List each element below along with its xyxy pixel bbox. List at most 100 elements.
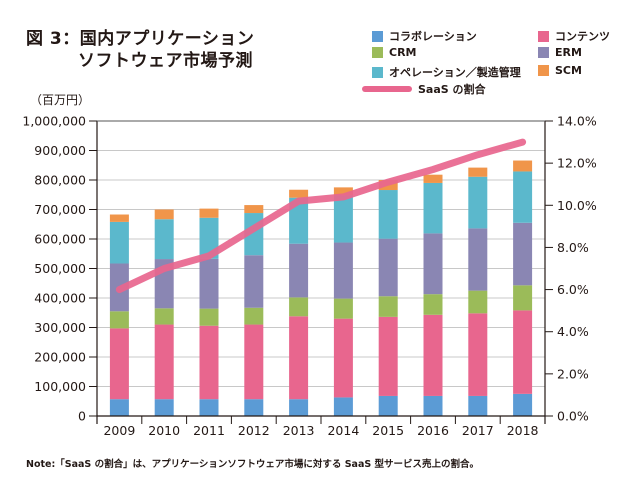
y-tick-label: 800,000 [34, 173, 86, 188]
legend-label: ERM [555, 46, 582, 59]
legend-swatch-erm [538, 47, 549, 58]
bar-segment [333, 318, 353, 398]
bar-segment [378, 238, 398, 297]
bar-segment [199, 399, 219, 416]
bar-segment [378, 395, 398, 416]
y-tick-label: 700,000 [34, 202, 86, 217]
bar-segment [199, 217, 219, 259]
chart-title: 図 3：国内アプリケーション ソフトウェア市場予測 [26, 28, 254, 72]
legend-item-operation: オペレーション／製造管理 [372, 64, 521, 80]
bar-segment [468, 395, 488, 416]
legend-line-saas-ratio [362, 86, 412, 92]
bar-segment [154, 399, 174, 416]
bar-segment [423, 174, 443, 183]
bar-segment [378, 296, 398, 317]
y2-tick-label: 2.0% [557, 366, 589, 381]
x-tick-label: 2009 [103, 423, 135, 438]
y-tick-label: 400,000 [34, 291, 86, 306]
y-tick-label: 1,000,000 [22, 114, 86, 129]
saas-ratio-line [115, 138, 527, 294]
legend-swatch-contents [538, 30, 549, 42]
bar-segment [333, 242, 353, 299]
bar-segment [289, 297, 309, 317]
bar-segment [244, 307, 264, 325]
bar-segment [199, 325, 219, 400]
bar-segment [289, 243, 309, 298]
y-tick-label: 0 [78, 409, 86, 424]
y-tick-label: 100,000 [34, 379, 86, 394]
x-tick-label: 2014 [327, 423, 359, 438]
y2-tick-label: 6.0% [557, 282, 589, 297]
y2-tick-label: 0.0% [557, 409, 589, 424]
bar-segment [199, 258, 219, 309]
bar-segment [468, 228, 488, 291]
bar-segment [109, 399, 129, 416]
chart-note: Note:「SaaS の割合」は、アプリケーションソフトウェア市場に対する Sa… [26, 459, 480, 470]
bar-segment [423, 182, 443, 234]
x-tick-label: 2018 [507, 423, 539, 438]
bar-segment [468, 167, 488, 177]
bar-segment [199, 208, 219, 218]
bar-segment [378, 190, 398, 239]
bar-segment [513, 160, 533, 172]
bar-segment [244, 324, 264, 400]
bar-segment [333, 397, 353, 416]
bar-segment [289, 399, 309, 416]
bar-segment [513, 171, 533, 223]
legend-item-erm: ERM [538, 46, 582, 59]
bar-segment [333, 298, 353, 319]
bar-segment [289, 197, 309, 244]
legend-swatch-scm [538, 65, 549, 76]
y2-tick-label: 8.0% [557, 240, 589, 255]
x-tick-label: 2015 [372, 423, 404, 438]
bar-segment [423, 294, 443, 315]
bar-segment [289, 316, 309, 400]
legend-label: SCM [555, 64, 582, 77]
legend-label: CRM [389, 46, 417, 59]
bar-segment [154, 308, 174, 325]
bar-segment [154, 219, 174, 260]
bar-segment [289, 189, 309, 198]
bar-segment [154, 209, 174, 220]
bar-segment [244, 205, 264, 214]
x-tick-label: 2013 [283, 423, 315, 438]
bar-segment [333, 195, 353, 243]
bar-segment [199, 308, 219, 326]
legend-item-contents: コンテンツ [538, 28, 610, 44]
y2-tick-label: 4.0% [557, 324, 589, 339]
chart-title-line-2: ソフトウェア市場予測 [78, 51, 253, 71]
y2-tick-label: 10.0% [557, 198, 597, 213]
y-tick-label: 600,000 [34, 232, 86, 247]
x-tick-label: 2010 [148, 423, 180, 438]
bar-segment [244, 255, 264, 308]
bar-segment [109, 214, 129, 222]
bar-segment [513, 222, 533, 286]
legend-item-crm: CRM [372, 46, 417, 59]
bar-segment [244, 399, 264, 416]
legend-label: SaaS の割合 [418, 83, 486, 96]
y-axis-unit-label: （百万円） [30, 93, 91, 107]
bar-segment [423, 233, 443, 295]
bar-segment [109, 328, 129, 400]
bar-segment [513, 310, 533, 394]
bar-segment [468, 290, 488, 314]
x-tick-label: 2017 [462, 423, 494, 438]
chart-title-line-1: 図 3：国内アプリケーション [26, 29, 255, 49]
bar-segment [513, 393, 533, 416]
legend-item-collaboration: コラボレーション [372, 28, 477, 44]
bar-segment [154, 324, 174, 400]
y-tick-label: 200,000 [34, 350, 86, 365]
legend-swatch-collaboration [372, 30, 383, 42]
legend-item-scm: SCM [538, 64, 582, 77]
bar-segment [109, 221, 129, 264]
bar-segment [378, 316, 398, 396]
y-tick-label: 300,000 [34, 320, 86, 335]
y-tick-label: 500,000 [34, 261, 86, 276]
y2-tick-label: 14.0% [557, 114, 597, 129]
legend-label: コンテンツ [555, 30, 610, 43]
legend-item-saas-ratio: SaaS の割合 [362, 81, 486, 97]
bar-segment [468, 176, 488, 229]
legend-label: コラボレーション [389, 30, 477, 43]
legend-label: オペレーション／製造管理 [389, 66, 521, 79]
